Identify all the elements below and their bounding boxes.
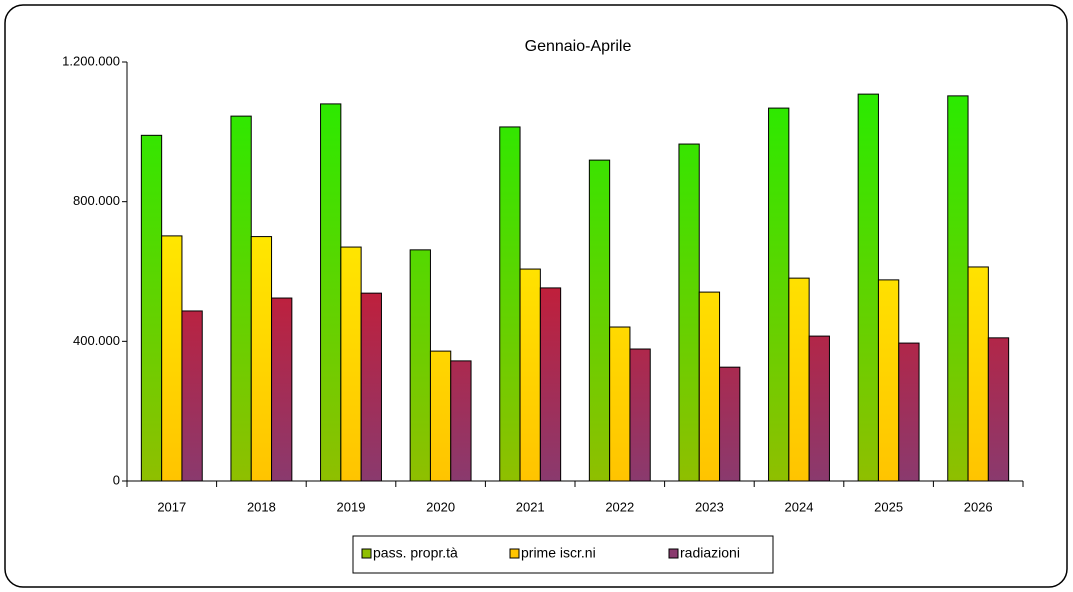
bar [987,337,1010,482]
bar [678,143,700,482]
x-tick-label: 2024 [785,499,814,514]
y-tick-label: 0 [113,472,120,487]
bar [499,126,521,482]
bar [181,310,203,482]
bar [609,326,631,482]
bar [519,268,541,482]
bar [250,236,273,482]
legend-swatch [509,548,520,559]
x-tick-label: 2017 [157,499,186,514]
x-tick-label: 2020 [426,499,455,514]
bar [788,277,810,482]
x-tick-label: 2021 [516,499,545,514]
legend-box [352,535,774,574]
bar [320,103,342,482]
bar [947,95,969,482]
legend-label: radiazioni [680,545,740,561]
legend-swatch [361,548,372,559]
x-tick-label: 2018 [247,499,276,514]
bar [967,266,989,482]
bar [429,350,452,482]
x-tick-label: 2022 [605,499,634,514]
bar [857,93,879,482]
bar [450,360,472,482]
bar [271,297,293,482]
bar [360,292,382,482]
bar [629,348,651,482]
x-tick-label: 2025 [874,499,903,514]
bar [768,107,790,482]
bar [340,246,362,482]
bar [719,366,741,482]
bar [539,287,562,482]
bar [588,159,611,482]
bar [140,134,163,482]
x-tick-label: 2023 [695,499,724,514]
bar [230,115,252,482]
legend-label: prime iscr.ni [521,545,596,561]
legend-label: pass. propr.tà [373,545,458,561]
chart-title: Gennaio-Aprile [525,38,632,55]
bar [698,291,721,482]
bar [161,235,183,482]
bar [409,249,431,482]
legend-swatch [668,548,679,559]
y-tick-label: 1.200.000 [62,53,120,68]
bar [898,342,920,482]
bar [808,335,830,482]
x-tick-label: 2026 [964,499,993,514]
x-tick-label: 2019 [337,499,366,514]
y-tick-label: 800.000 [73,193,120,208]
y-tick-label: 400.000 [73,333,120,348]
bar [877,279,900,482]
